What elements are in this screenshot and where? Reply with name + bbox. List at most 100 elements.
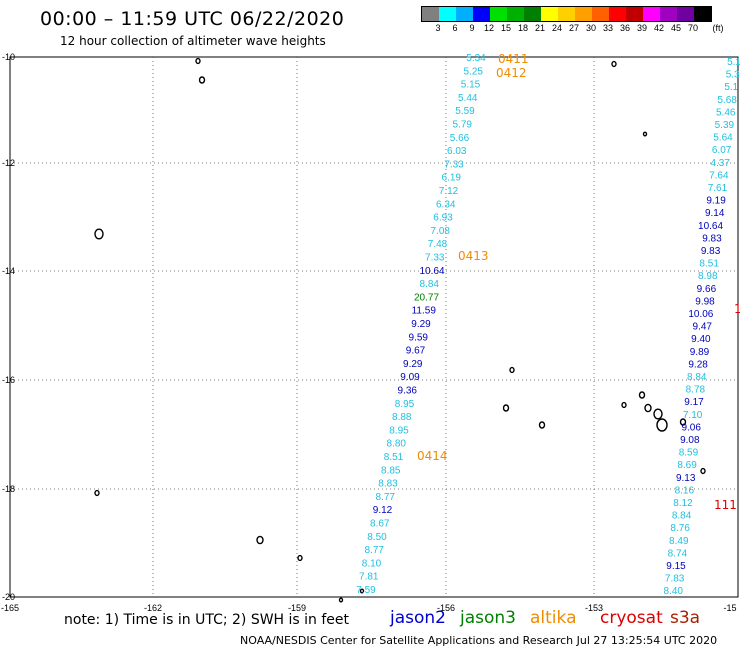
wave-height-label: 9.66 <box>697 284 717 295</box>
wave-height-label: 10.64 <box>419 266 444 277</box>
island-outline <box>195 57 201 65</box>
wave-height-label: 5.3 <box>726 70 740 81</box>
wave-height-label: 9.14 <box>705 208 725 219</box>
wave-height-label: 8.12 <box>673 498 693 509</box>
wave-height-label: 7.59 <box>356 585 376 596</box>
island-outline <box>338 597 344 603</box>
island-outline <box>638 391 646 399</box>
color-swatch <box>422 7 439 21</box>
longitude-tick-label: -159 <box>288 603 306 613</box>
wave-height-label: 5.1 <box>724 82 738 93</box>
wave-height-label: 6.07 <box>712 145 732 156</box>
wave-height-label: 9.98 <box>695 296 715 307</box>
wave-height-label: 4.37 <box>710 158 730 169</box>
longitude-tick-label: -165 <box>1 603 19 613</box>
wave-height-label: 8.80 <box>387 439 407 450</box>
wave-height-label: 9.67 <box>406 346 426 357</box>
color-scale-label: 6 <box>452 23 458 33</box>
wave-height-label: 8.84 <box>687 372 707 383</box>
pass-time-label: 111 <box>714 498 737 512</box>
color-scale-label: 27 <box>568 23 580 33</box>
latitude-tick-label: -16 <box>2 375 15 385</box>
wave-height-label: 5.34 <box>466 53 486 64</box>
color-scale-label: 9 <box>469 23 475 33</box>
color-scale-label: 30 <box>585 23 597 33</box>
wave-height-label: 6.34 <box>436 199 456 210</box>
wave-height-label: 9.83 <box>701 246 721 257</box>
wave-height-label: 7.10 <box>683 410 703 421</box>
island-outline <box>94 228 104 240</box>
map-title: 00:00 – 11:59 UTC 06/22/2020 <box>40 8 345 30</box>
wave-height-label: 8.77 <box>365 545 385 556</box>
wave-height-label: 8.78 <box>686 385 706 396</box>
wave-height-label: 6.03 <box>447 146 467 157</box>
color-scale-bar <box>421 6 712 22</box>
wave-height-label: 5.79 <box>453 120 473 131</box>
wave-height-label: 7.61 <box>708 183 728 194</box>
wave-height-label: 5.68 <box>717 95 737 106</box>
color-scale-label: 21 <box>534 23 546 33</box>
island-outline <box>611 60 617 68</box>
island-outline <box>94 489 100 497</box>
island-outline <box>642 131 648 137</box>
wave-height-label: 9.06 <box>681 422 701 433</box>
color-scale-labels: 3 6 9 12 15 18 21 24 27 30 33 36 39 42 45 70 (ft) <box>421 23 740 35</box>
wave-height-label: 7.08 <box>431 226 451 237</box>
wave-height-label: 8.69 <box>677 460 697 471</box>
longitude-tick-label: -162 <box>144 603 162 613</box>
satellite-legend-altika: altika <box>530 608 577 628</box>
island-outline <box>502 404 510 412</box>
wave-height-label: 9.15 <box>666 561 686 572</box>
longitude-tick-label: -15 <box>723 603 736 613</box>
wave-height-label: 8.40 <box>664 586 684 597</box>
pass-time-label: 0411 <box>498 52 529 66</box>
color-scale-label: 33 <box>602 23 614 33</box>
color-scale-label: 3 <box>435 23 441 33</box>
wave-height-label: 7.33 <box>444 159 464 170</box>
pass-time-label: 1 <box>734 302 740 316</box>
wave-height-label: 8.76 <box>670 523 690 534</box>
wave-height-label: 9.59 <box>409 332 429 343</box>
wave-height-label: 8.49 <box>669 536 689 547</box>
wave-height-label: 8.84 <box>420 279 440 290</box>
wave-height-label: 5.1 <box>727 57 740 68</box>
color-scale-label: 45 <box>670 23 682 33</box>
wave-height-label: 5.64 <box>713 133 733 144</box>
color-swatch <box>541 7 558 21</box>
island-outline <box>538 421 546 429</box>
island-outline <box>700 467 706 475</box>
credit-line: NOAA/NESDIS Center for Satellite Applica… <box>240 634 718 647</box>
wave-height-label: 9.17 <box>684 397 704 408</box>
color-swatch <box>524 7 541 21</box>
wave-height-label: 8.16 <box>675 485 695 496</box>
color-scale-label: 12 <box>483 23 495 33</box>
color-swatch <box>677 7 694 21</box>
latitude-tick-label: -18 <box>2 484 15 494</box>
island-outlines <box>94 57 706 603</box>
wave-height-label: 6.93 <box>433 213 453 224</box>
altimeter-track-east: 5.15.35.15.685.465.395.646.074.377.647.6… <box>664 57 740 597</box>
color-swatch <box>626 7 643 21</box>
wave-height-label: 7.83 <box>665 574 685 585</box>
color-scale-label: 36 <box>619 23 631 33</box>
wave-height-label: 8.95 <box>389 425 409 436</box>
color-scale-label: 15 <box>500 23 512 33</box>
map-frame <box>9 56 739 598</box>
wave-height-label: 9.29 <box>403 359 423 370</box>
color-swatch <box>643 7 660 21</box>
wave-height-label: 9.89 <box>690 347 710 358</box>
satellite-legend-jason3: jason3 <box>460 608 516 628</box>
wave-height-label: 8.88 <box>392 412 412 423</box>
color-swatch <box>456 7 473 21</box>
color-swatch <box>575 7 592 21</box>
color-scale-label: (ft) <box>712 23 724 33</box>
lat-lon-grid <box>9 56 739 598</box>
island-outline <box>621 401 627 409</box>
color-swatch <box>609 7 626 21</box>
latitude-tick-label: -12 <box>2 158 15 168</box>
wave-height-label: 7.64 <box>709 170 729 181</box>
color-swatch <box>439 7 456 21</box>
wave-height-label: 9.19 <box>706 196 726 207</box>
island-outline <box>656 418 668 432</box>
